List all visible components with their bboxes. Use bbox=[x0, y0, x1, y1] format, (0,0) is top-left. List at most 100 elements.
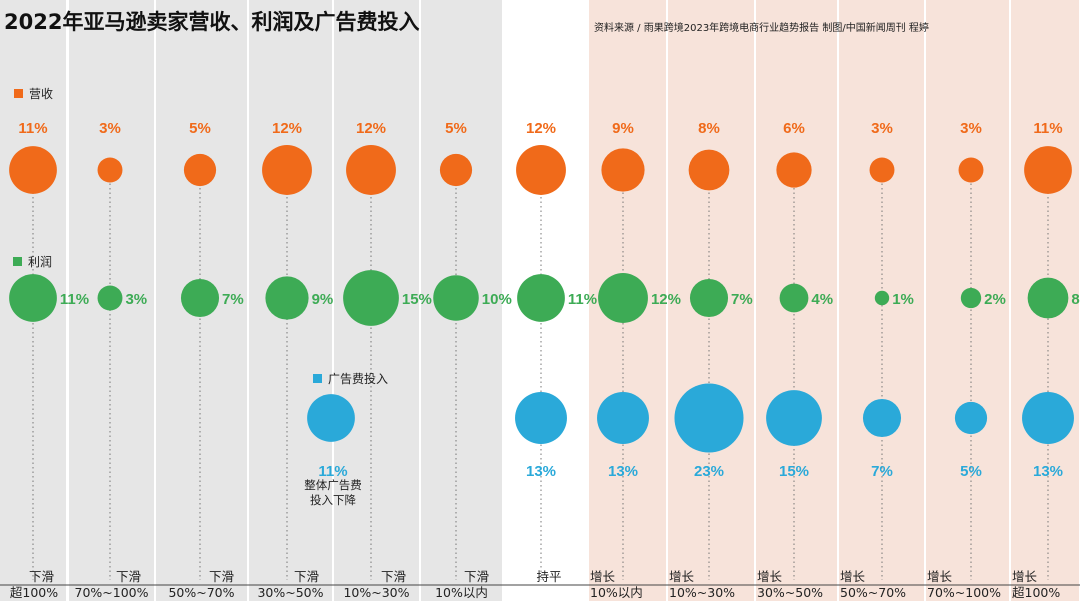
legend-revenue-marker bbox=[14, 89, 23, 98]
revenue-label: 9% bbox=[612, 120, 634, 137]
ad-bubble bbox=[954, 401, 988, 435]
category-range: 50%~70% bbox=[840, 585, 906, 600]
category-trend: 下滑 bbox=[294, 569, 319, 584]
ad-label: 7% bbox=[871, 463, 893, 480]
category-trend: 下滑 bbox=[464, 569, 489, 584]
category-trend: 增长 bbox=[590, 569, 616, 584]
category-trend: 下滑 bbox=[209, 569, 234, 584]
legend-ad: 广告费投入 bbox=[328, 371, 388, 386]
category-range: 70%~100% bbox=[927, 585, 1001, 600]
profit-label: 10% bbox=[482, 291, 512, 308]
revenue-bubble bbox=[516, 145, 566, 195]
category-trend: 增长 bbox=[840, 569, 866, 584]
revenue-label: 12% bbox=[526, 120, 556, 137]
profit-bubble bbox=[874, 290, 890, 306]
category-trend: 下滑 bbox=[381, 569, 406, 584]
profit-bubble bbox=[180, 278, 220, 318]
revenue-bubble bbox=[1024, 146, 1072, 194]
ad-label: 23% bbox=[694, 463, 724, 480]
profit-bubble bbox=[1027, 277, 1069, 319]
profit-bubble bbox=[598, 273, 648, 323]
profit-bubble bbox=[9, 274, 57, 322]
revenue-label: 3% bbox=[99, 120, 121, 137]
revenue-bubble bbox=[869, 157, 895, 183]
ad-label: 15% bbox=[779, 463, 809, 480]
revenue-label: 6% bbox=[783, 120, 805, 137]
chart-title: 2022年亚马逊卖家营收、利润及广告费投入 bbox=[4, 10, 419, 34]
category-range: 10%~30% bbox=[343, 585, 409, 600]
category-range: 超100% bbox=[10, 585, 58, 600]
ad-bubble bbox=[674, 383, 744, 453]
revenue-bubble bbox=[439, 153, 473, 187]
ad-bubble bbox=[766, 390, 822, 446]
ad-bubble bbox=[597, 392, 649, 444]
legend-profit: 利润 bbox=[28, 255, 52, 269]
ad-label: 13% bbox=[1033, 463, 1063, 480]
revenue-bubble bbox=[601, 148, 645, 192]
revenue-label: 11% bbox=[1033, 120, 1062, 137]
profit-bubble bbox=[517, 274, 565, 322]
legend-ad-marker bbox=[313, 374, 322, 383]
category-range: 70%~100% bbox=[75, 585, 149, 600]
revenue-label: 5% bbox=[445, 120, 467, 137]
category-trend: 增长 bbox=[669, 569, 695, 584]
category-trend: 下滑 bbox=[116, 569, 141, 584]
profit-bubble bbox=[433, 275, 479, 321]
category-trend: 持平 bbox=[536, 569, 561, 584]
profit-label: 15% bbox=[402, 291, 432, 308]
profit-label: 4% bbox=[811, 291, 833, 308]
revenue-label: 5% bbox=[189, 120, 211, 137]
revenue-bubble bbox=[958, 157, 984, 183]
ad-label: 13% bbox=[608, 463, 638, 480]
category-range: 30%~50% bbox=[257, 585, 323, 600]
ad-bubble bbox=[515, 392, 567, 444]
revenue-bubble bbox=[776, 152, 812, 188]
category-range: 10%~30% bbox=[669, 585, 735, 600]
profit-label: 1% bbox=[892, 291, 914, 308]
category-trend: 增长 bbox=[1012, 569, 1038, 584]
ad-bubble bbox=[1022, 392, 1074, 444]
category-trend: 增长 bbox=[757, 569, 783, 584]
revenue-bubble bbox=[262, 145, 312, 195]
profit-label: 2% bbox=[984, 291, 1006, 308]
ad-decline-note-1: 整体广告费 bbox=[304, 478, 362, 492]
ad-decline-bubble bbox=[307, 394, 355, 442]
ad-label: 13% bbox=[526, 463, 556, 480]
category-range: 10%以内 bbox=[435, 585, 488, 600]
profit-bubble bbox=[265, 276, 309, 320]
profit-bubble bbox=[960, 287, 982, 309]
profit-bubble bbox=[779, 283, 809, 313]
profit-bubble bbox=[97, 285, 123, 311]
profit-bubble bbox=[343, 270, 399, 326]
profit-label: 7% bbox=[222, 291, 244, 308]
category-trend: 增长 bbox=[927, 569, 953, 584]
ad-bubble bbox=[862, 398, 902, 438]
source-note: 资料来源 / 雨果跨境2023年跨境电商行业趋势报告 制图/中国新闻周刊 程婷 bbox=[594, 21, 929, 34]
revenue-bubble bbox=[688, 149, 730, 191]
revenue-label: 3% bbox=[871, 120, 893, 137]
ad-decline-note-2: 投入下降 bbox=[310, 493, 356, 507]
profit-label: 11% bbox=[60, 291, 89, 308]
category-range: 50%~70% bbox=[168, 585, 234, 600]
legend-revenue: 营收 bbox=[29, 87, 53, 101]
revenue-label: 3% bbox=[960, 120, 982, 137]
profit-label: 8% bbox=[1071, 291, 1080, 308]
profit-label: 9% bbox=[312, 291, 334, 308]
category-trend: 下滑 bbox=[29, 569, 54, 584]
revenue-label: 12% bbox=[272, 120, 302, 137]
profit-label: 3% bbox=[125, 291, 147, 308]
ad-decline-label: 11% bbox=[318, 463, 347, 480]
revenue-bubble bbox=[97, 157, 123, 183]
legend-profit-marker bbox=[13, 257, 22, 266]
category-range: 10%以内 bbox=[590, 585, 643, 600]
revenue-label: 8% bbox=[698, 120, 720, 137]
ad-label: 5% bbox=[960, 463, 982, 480]
category-range: 30%~50% bbox=[757, 585, 823, 600]
revenue-bubble bbox=[346, 145, 396, 195]
profit-label: 11% bbox=[568, 291, 597, 308]
revenue-bubble bbox=[183, 153, 217, 187]
revenue-bubble bbox=[9, 146, 57, 194]
category-range: 超100% bbox=[1012, 585, 1060, 600]
revenue-label: 11% bbox=[18, 120, 47, 137]
